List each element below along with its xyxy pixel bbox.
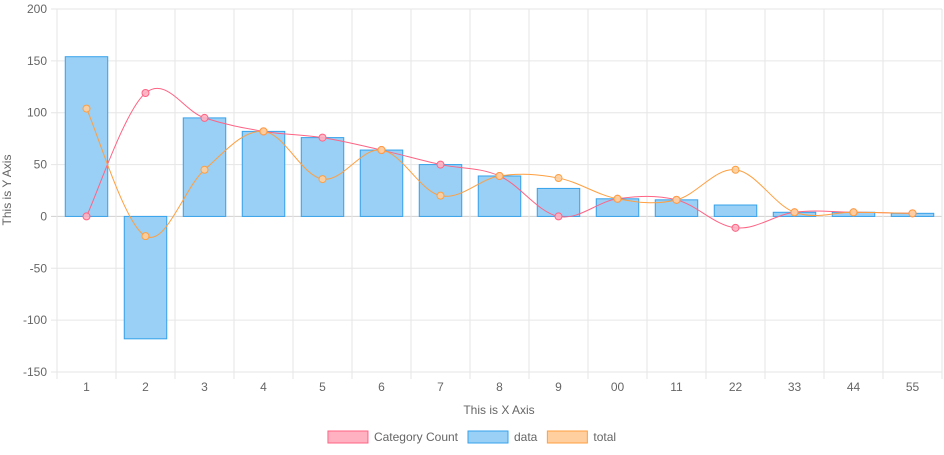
x-tick-label: 9 [555,380,562,394]
y-tick-label: 150 [27,54,47,68]
x-tick-label: 8 [496,380,503,394]
y-tick-label: 0 [40,209,47,223]
bar-data[interactable] [536,187,581,217]
legend-label: Category Count [374,430,459,444]
point-total[interactable] [554,174,563,183]
point-total[interactable] [495,171,504,180]
point-total[interactable] [731,165,740,174]
line-total [86,108,913,238]
legend-label: total [593,430,616,444]
point-total[interactable] [908,209,917,218]
legend-swatch [546,430,588,444]
x-tick-label: 22 [729,380,743,394]
bar-data[interactable] [418,164,463,217]
y-tick-labels: -150 -100 -50 0 50 100 150 200 [23,2,47,379]
x-tick-label: 00 [611,380,625,394]
x-tick-label: 4 [260,380,267,394]
data-points [82,89,917,241]
y-tick-label: 200 [27,2,47,16]
point-category-count[interactable] [200,113,209,122]
bar-data[interactable] [241,130,286,217]
data-bars [64,56,935,340]
point-total[interactable] [141,232,150,241]
point-category-count[interactable] [82,212,91,221]
legend-label: data [514,430,538,444]
y-tick-label: -50 [30,261,48,275]
x-tick-label: 1 [83,380,90,394]
point-category-count[interactable] [318,133,327,142]
x-tick-labels: 1 2 3 4 5 6 7 8 9 00 11 22 33 44 55 [83,380,919,394]
point-total[interactable] [613,194,622,203]
y-tick-label: -150 [23,365,47,379]
y-tick-label: -100 [23,313,47,327]
legend-item-category-count[interactable]: Category Count [327,430,459,444]
x-tick-label: 6 [378,380,385,394]
point-category-count[interactable] [141,89,150,98]
point-total[interactable] [318,175,327,184]
point-total[interactable] [377,146,386,155]
legend-item-total[interactable]: total [546,430,616,444]
x-tick-label: 5 [319,380,326,394]
x-tick-label: 3 [201,380,208,394]
bar-data[interactable] [359,149,404,217]
x-axis-title: This is X Axis [463,403,534,417]
point-total[interactable] [790,208,799,217]
grid-lines [51,8,943,379]
point-total[interactable] [436,191,445,200]
bar-data[interactable] [713,204,758,217]
legend-swatch [327,430,369,444]
y-axis-title: This is Y Axis [0,155,14,226]
point-total[interactable] [849,208,858,217]
legend: Category Count data total [327,430,616,444]
x-tick-label: 44 [847,380,861,394]
legend-item-data[interactable]: data [467,430,538,444]
y-tick-label: 50 [34,158,48,172]
x-tick-label: 55 [906,380,920,394]
point-category-count[interactable] [731,223,740,232]
x-tick-label: 33 [788,380,802,394]
bar-data[interactable] [64,56,109,217]
point-total[interactable] [200,165,209,174]
point-total[interactable] [82,104,91,113]
bar-data[interactable] [477,175,522,217]
point-total[interactable] [259,127,268,136]
x-tick-label: 2 [142,380,149,394]
point-category-count[interactable] [436,160,445,169]
y-tick-label: 100 [27,106,47,120]
x-tick-label: 11 [670,380,683,394]
x-tick-label: 7 [437,380,444,394]
point-category-count[interactable] [554,212,563,221]
point-total[interactable] [672,195,681,204]
legend-swatch [467,430,509,444]
